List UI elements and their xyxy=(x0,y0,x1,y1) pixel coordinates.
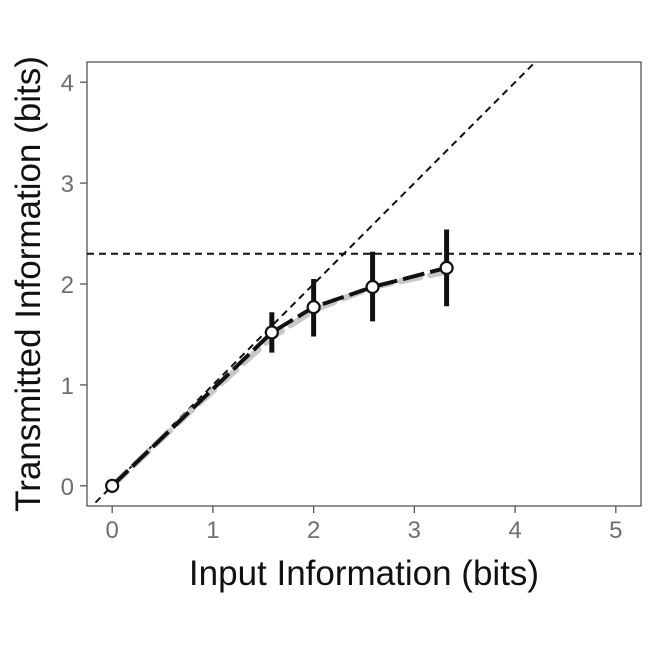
data-point xyxy=(439,260,454,275)
x-tick-label: 1 xyxy=(206,517,219,544)
data-point xyxy=(105,478,120,493)
x-tick-label: 0 xyxy=(106,517,119,544)
x-tick-label: 5 xyxy=(609,517,622,544)
y-tick-label: 1 xyxy=(61,373,74,400)
data-point xyxy=(365,279,380,295)
y-tick-label: 3 xyxy=(61,171,74,198)
y-tick-label: 4 xyxy=(61,70,74,97)
x-tick-label: 2 xyxy=(307,517,320,544)
plot-panel xyxy=(86,61,642,507)
y-tick-label: 2 xyxy=(61,272,74,299)
data-layer xyxy=(105,229,454,493)
data-point xyxy=(306,300,321,315)
x-tick-label: 3 xyxy=(408,517,421,544)
y-tick-label: 0 xyxy=(61,474,74,501)
y-axis-title: Transmitted Information (bits) xyxy=(9,56,48,512)
x-axis-ticks: 0 1 2 3 4 5 xyxy=(106,506,622,544)
x-tick-label: 4 xyxy=(508,517,521,544)
y-axis-ticks: 0 1 2 3 4 xyxy=(61,70,87,501)
reference-lines xyxy=(87,62,641,506)
x-axis-title: Input Information (bits) xyxy=(189,554,539,593)
data-point xyxy=(264,325,279,340)
